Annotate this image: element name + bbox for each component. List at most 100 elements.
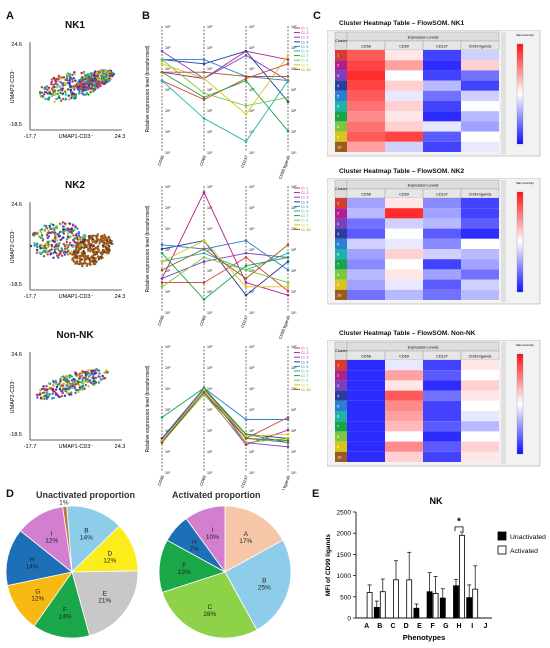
parallel-series-line bbox=[161, 240, 289, 271]
heatmap-row-swatch bbox=[335, 269, 347, 280]
heatmap-cell bbox=[423, 198, 461, 209]
umap-point bbox=[74, 387, 77, 390]
umap-point bbox=[95, 251, 99, 254]
parallel-point bbox=[244, 54, 248, 57]
umap-point bbox=[68, 222, 72, 225]
pie-slice-percent: 28% bbox=[203, 611, 216, 618]
heatmap-cell bbox=[423, 360, 461, 371]
umap-y-label: UMAP2-CD3⁻ bbox=[10, 229, 16, 264]
pie-slice-percent: 12% bbox=[45, 538, 58, 545]
legend-label: Cl. 3 bbox=[301, 36, 308, 40]
pie-slice bbox=[224, 505, 284, 573]
bar bbox=[426, 591, 433, 619]
parallel-point bbox=[286, 437, 290, 440]
parallel-point bbox=[202, 256, 206, 259]
umap-point bbox=[71, 386, 74, 390]
legend-label: Cl. 2 bbox=[301, 351, 308, 355]
parallel-point bbox=[286, 75, 290, 78]
pie-slice-percent: 10% bbox=[206, 534, 219, 541]
umap-point bbox=[75, 260, 79, 263]
heatmap-cell bbox=[461, 70, 499, 81]
umap-point bbox=[60, 394, 63, 398]
parallel-point bbox=[244, 418, 248, 421]
umap-x-min: -17.7 bbox=[24, 134, 37, 140]
umap-point bbox=[54, 233, 57, 236]
heatmap-title: Cluster Heatmap Table – FlowSOM. NK1 bbox=[339, 20, 465, 27]
heatmap-cell bbox=[385, 238, 423, 249]
umap-point bbox=[53, 245, 56, 248]
umap-point bbox=[80, 71, 83, 75]
bar bbox=[373, 607, 380, 619]
pie-slice-percent: 14% bbox=[26, 564, 39, 571]
heatmap-column-label: CD56 bbox=[361, 355, 371, 359]
parallel-tick-label: 10¹ bbox=[165, 290, 171, 294]
parallel-tick-label: 10³ bbox=[249, 408, 255, 412]
heatmap-cell bbox=[461, 451, 499, 462]
parallel-tick-label: 10⁶ bbox=[249, 345, 255, 349]
pie-slice-percent: 21% bbox=[98, 598, 111, 605]
heatmap-cell bbox=[347, 269, 385, 280]
parallel-point bbox=[244, 435, 248, 438]
umap-point bbox=[64, 78, 67, 82]
parallel-point bbox=[160, 70, 164, 74]
parallel-series-line bbox=[161, 393, 289, 444]
umap-point bbox=[93, 74, 96, 77]
parallel-series-line bbox=[161, 240, 289, 296]
umap-point bbox=[70, 231, 74, 235]
heatmap-cell bbox=[385, 141, 423, 152]
umap-point bbox=[43, 88, 46, 91]
heatmap-group-label: Expression Levels bbox=[408, 184, 439, 188]
parallel-tick-label: 10⁰ bbox=[249, 311, 255, 315]
legend-label: Cl. 5 bbox=[301, 45, 308, 49]
umap-point bbox=[93, 79, 97, 82]
umap-point bbox=[64, 97, 68, 100]
umap-point bbox=[85, 264, 89, 267]
umap-point bbox=[65, 240, 69, 244]
heatmap-cell bbox=[385, 289, 423, 300]
umap-point bbox=[61, 221, 65, 224]
parallel-tick-label: 10⁶ bbox=[291, 345, 297, 349]
umap-point bbox=[105, 236, 108, 239]
umap-point bbox=[56, 239, 59, 242]
umap-point bbox=[83, 261, 86, 264]
umap-point bbox=[60, 247, 63, 250]
umap-point bbox=[57, 78, 60, 81]
legend-label: Cl. 8 bbox=[301, 219, 308, 223]
bar-x-tick-label: G bbox=[443, 623, 449, 630]
umap-point bbox=[71, 384, 75, 388]
bar bbox=[366, 592, 373, 619]
bar-y-tick-label: 1500 bbox=[337, 552, 352, 559]
parallel-tick-label: 10⁵ bbox=[249, 366, 255, 370]
parallel-tick-label: 10⁵ bbox=[207, 206, 213, 210]
parallel-axis-label: CD99 ligands bbox=[278, 315, 291, 340]
umap-point bbox=[63, 247, 67, 250]
umap-point bbox=[61, 225, 65, 228]
umap-point bbox=[70, 96, 73, 100]
parallel-axis-label: CD56 bbox=[157, 314, 166, 326]
parallel-plot: 10⁶10⁵10⁴10³10²10¹10⁰CD5610⁶10⁵10⁴10³10²… bbox=[145, 25, 310, 180]
parallel-tick-label: 10¹ bbox=[207, 290, 213, 294]
legend-label: Cl. 8 bbox=[301, 379, 308, 383]
umap-point bbox=[83, 246, 86, 249]
umap-point bbox=[54, 80, 57, 83]
umap-point bbox=[103, 233, 106, 237]
umap-point bbox=[108, 239, 112, 242]
umap-point bbox=[75, 255, 78, 258]
heatmap-cell bbox=[385, 101, 423, 112]
legend-label: Cl. 5 bbox=[301, 365, 308, 369]
parallel-series-line bbox=[161, 71, 289, 132]
parallel-y-label: Relative expression level (transformed) bbox=[145, 365, 151, 452]
umap-point bbox=[93, 87, 96, 90]
heatmap-cell bbox=[423, 249, 461, 260]
umap-point bbox=[59, 238, 62, 242]
heatmap-cell bbox=[347, 70, 385, 81]
legend-label: Cl. 4 bbox=[301, 40, 308, 44]
umap-point bbox=[46, 232, 49, 235]
parallel-point bbox=[244, 293, 248, 297]
legend-label: Cl. 2 bbox=[301, 31, 308, 35]
parallel-point bbox=[202, 98, 206, 101]
heatmap-scale-label: Max Intensity bbox=[516, 33, 534, 37]
heatmap-cell bbox=[347, 451, 385, 462]
umap-point bbox=[54, 235, 57, 238]
umap-point bbox=[71, 382, 74, 385]
